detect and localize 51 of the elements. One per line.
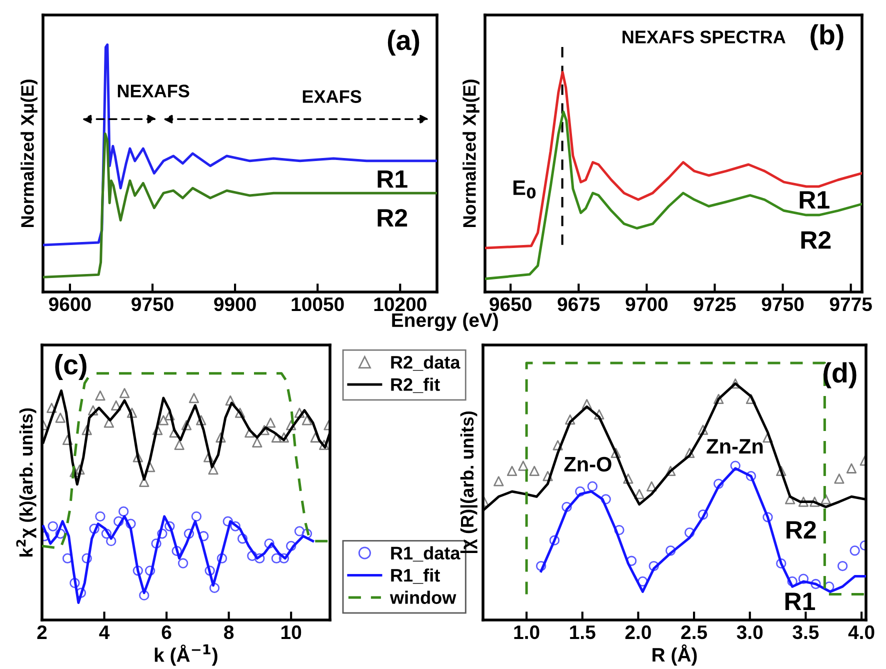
y-axis-title: Normalized Xμ(E) <box>462 80 480 228</box>
annotation: R2 <box>786 521 816 538</box>
x-tick-label: 10 <box>281 625 302 640</box>
x-tick-label: 9600 <box>49 297 91 312</box>
x-axis-title: k (Å$^{−1}$) <box>154 644 218 666</box>
y-axis-title: k$^{2}$χ (k)(arb. units) <box>16 408 36 556</box>
ref-line-label: E$_{0}$ <box>513 180 536 198</box>
x-tick-label: 9725 <box>694 297 736 312</box>
annotation: R2 <box>801 231 831 249</box>
legend-label: R1_fit <box>391 568 440 584</box>
x-tick-label: 1.5 <box>570 626 596 640</box>
x-tick-label: 2.0 <box>625 625 651 640</box>
x-tick-label: 10050 <box>292 297 344 312</box>
y-axis-title: |χ (R)|(arb. units) <box>460 411 478 554</box>
annotation: Zn-Zn <box>706 439 763 454</box>
text: (b) <box>810 24 844 50</box>
x-tick-label: 3.5 <box>792 625 819 640</box>
legend-label: R1_data <box>391 546 460 562</box>
annotation: R2 <box>378 208 408 226</box>
x-tick-label: 9675 <box>558 297 600 312</box>
legend-label: R2_data <box>391 355 460 371</box>
x-tick-label: 9900 <box>214 297 256 312</box>
x-tick-label: 10200 <box>374 297 426 312</box>
x-axis-title: R (Å) <box>652 644 697 666</box>
annotation: (d) <box>824 362 856 388</box>
annotation: NEXAFS <box>118 84 190 98</box>
x-tick-label: 4 <box>99 626 110 639</box>
x-tick-label: 2 <box>37 625 47 639</box>
annotation: EXAFS <box>302 90 362 103</box>
x-tick-label: 9700 <box>626 297 668 312</box>
x-tick-label: 9775 <box>830 297 872 312</box>
annotation: R1 <box>800 191 830 208</box>
x-axis-title: Energy (eV) <box>392 312 498 331</box>
y-axis-title: Normalized Xμ(E) <box>20 80 38 228</box>
legend-label: window <box>390 590 456 604</box>
annotation: R1 <box>785 592 816 610</box>
annotation: R1 <box>378 170 408 188</box>
text: NEXAFS SPECTRA <box>622 30 786 44</box>
x-tick-label: 9750 <box>762 297 804 312</box>
annotation: (c) <box>55 354 86 380</box>
x-tick-label: 2.5 <box>681 625 708 640</box>
x-tick-label: 3.0 <box>736 625 763 640</box>
x-tick-label: 4.0 <box>848 625 874 640</box>
x-tick-label: 1.0 <box>514 625 540 640</box>
legend-label: R2_fit <box>391 378 440 393</box>
x-tick-label: 8 <box>224 625 234 640</box>
annotation: (a) <box>388 30 420 56</box>
annotation: Zn-O <box>564 456 612 472</box>
x-tick-label: 9750 <box>132 297 174 312</box>
x-tick-label: 9650 <box>490 297 532 312</box>
x-tick-label: 6 <box>162 625 172 640</box>
